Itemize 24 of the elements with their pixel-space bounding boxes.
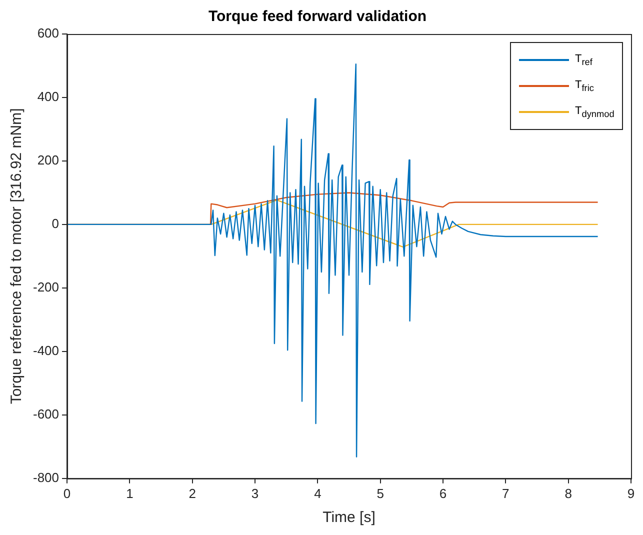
x-tick-label: 3 — [251, 486, 259, 501]
chart-title: Torque feed forward validation — [208, 8, 427, 26]
y-tick-label: 0 — [52, 216, 60, 232]
x-tick-label: 2 — [188, 486, 196, 501]
x-tick-label: 5 — [376, 486, 384, 501]
x-tick-label: 9 — [627, 486, 635, 501]
x-tick-label: 6 — [439, 486, 447, 501]
x-axis-title: Time [s] — [322, 509, 376, 526]
y-tick-label: -400 — [32, 343, 60, 358]
y-tick-label: -800 — [32, 470, 60, 485]
x-tick-label: 7 — [502, 486, 510, 501]
legend-label: T$_{dynmod}$ — [575, 104, 614, 120]
y-tick-label: -200 — [32, 280, 60, 295]
y-axis-title: Torque reference fed to motor [316.92 mNm] — [8, 108, 26, 404]
x-tick-label: 0 — [63, 486, 71, 501]
legend-label: T$_{ref}$ — [575, 52, 592, 68]
x-tick-label: 4 — [314, 486, 322, 501]
x-tick-label: 1 — [126, 486, 134, 501]
y-tick-label: -600 — [32, 406, 60, 422]
y-tick-label: 400 — [37, 89, 60, 104]
legend-label: T$_{fric}$ — [575, 78, 594, 94]
y-tick-label: 600 — [37, 26, 60, 41]
x-tick-label: 8 — [564, 486, 572, 501]
y-tick-label: 200 — [37, 152, 60, 168]
